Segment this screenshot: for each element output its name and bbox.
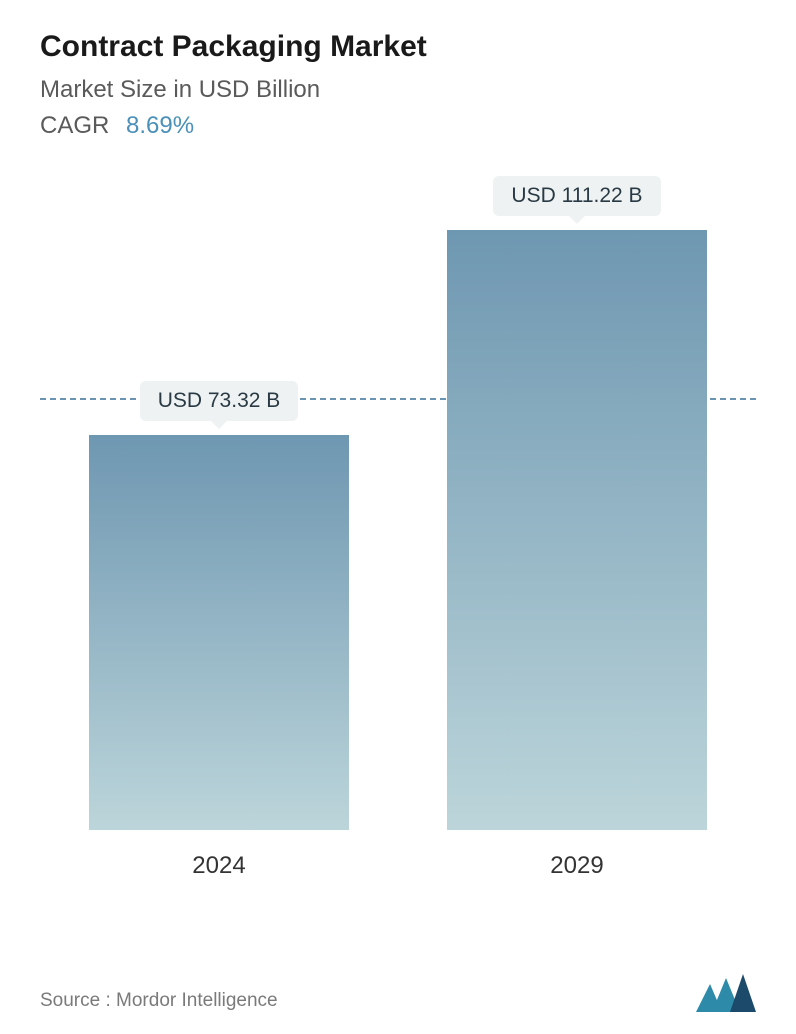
chart-title: Contract Packaging Market (40, 30, 756, 64)
bar-2024 (89, 435, 349, 830)
chart-subtitle: Market Size in USD Billion (40, 76, 756, 104)
value-badge-2024: USD 73.32 B (140, 381, 299, 421)
x-label-2024: 2024 (79, 852, 359, 880)
cagr-value: 8.69% (126, 112, 194, 139)
x-axis-labels: 2024 2029 (40, 838, 756, 880)
footer: Source : Mordor Intelligence (40, 974, 756, 1012)
bar-2029 (447, 230, 707, 830)
x-label-2029: 2029 (437, 852, 717, 880)
bars-wrap: USD 73.32 B USD 111.22 B (40, 170, 756, 830)
chart-area: USD 73.32 B USD 111.22 B 2024 2029 (40, 170, 756, 890)
chart-container: Contract Packaging Market Market Size in… (0, 0, 796, 1034)
cagr-label: CAGR (40, 112, 109, 139)
bar-group-2024: USD 73.32 B (79, 381, 359, 830)
cagr-row: CAGR 8.69% (40, 112, 756, 140)
source-text: Source : Mordor Intelligence (40, 990, 278, 1012)
mordor-logo-icon (696, 974, 756, 1012)
bar-group-2029: USD 111.22 B (437, 176, 717, 830)
value-badge-2029: USD 111.22 B (493, 176, 660, 216)
